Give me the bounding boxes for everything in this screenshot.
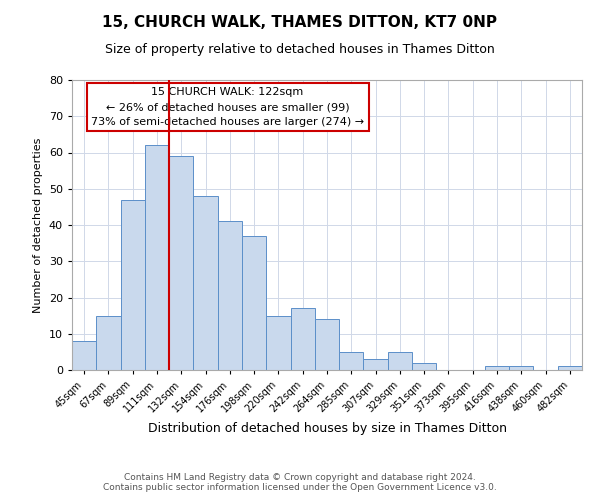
Bar (485, 366, 509, 370)
Bar (412, 363, 436, 370)
Text: Size of property relative to detached houses in Thames Ditton: Size of property relative to detached ho… (105, 42, 495, 56)
Text: 15, CHURCH WALK, THAMES DITTON, KT7 0NP: 15, CHURCH WALK, THAMES DITTON, KT7 0NP (103, 15, 497, 30)
Bar (315, 320, 339, 370)
Bar (558, 366, 582, 370)
Bar (388, 352, 412, 370)
Text: Contains HM Land Registry data © Crown copyright and database right 2024.
Contai: Contains HM Land Registry data © Crown c… (103, 473, 497, 492)
Bar (509, 366, 533, 370)
Bar (145, 145, 169, 370)
Bar (193, 196, 218, 370)
Text: 15 CHURCH WALK: 122sqm
← 26% of detached houses are smaller (99)
73% of semi-det: 15 CHURCH WALK: 122sqm ← 26% of detached… (91, 87, 364, 127)
Bar (72, 341, 96, 370)
Y-axis label: Number of detached properties: Number of detached properties (33, 138, 43, 312)
Bar (242, 236, 266, 370)
Bar (290, 308, 315, 370)
Bar (364, 359, 388, 370)
Bar (121, 200, 145, 370)
Bar (266, 316, 290, 370)
Bar (169, 156, 193, 370)
Bar (339, 352, 364, 370)
Bar (96, 316, 121, 370)
X-axis label: Distribution of detached houses by size in Thames Ditton: Distribution of detached houses by size … (148, 422, 506, 436)
Bar (218, 222, 242, 370)
